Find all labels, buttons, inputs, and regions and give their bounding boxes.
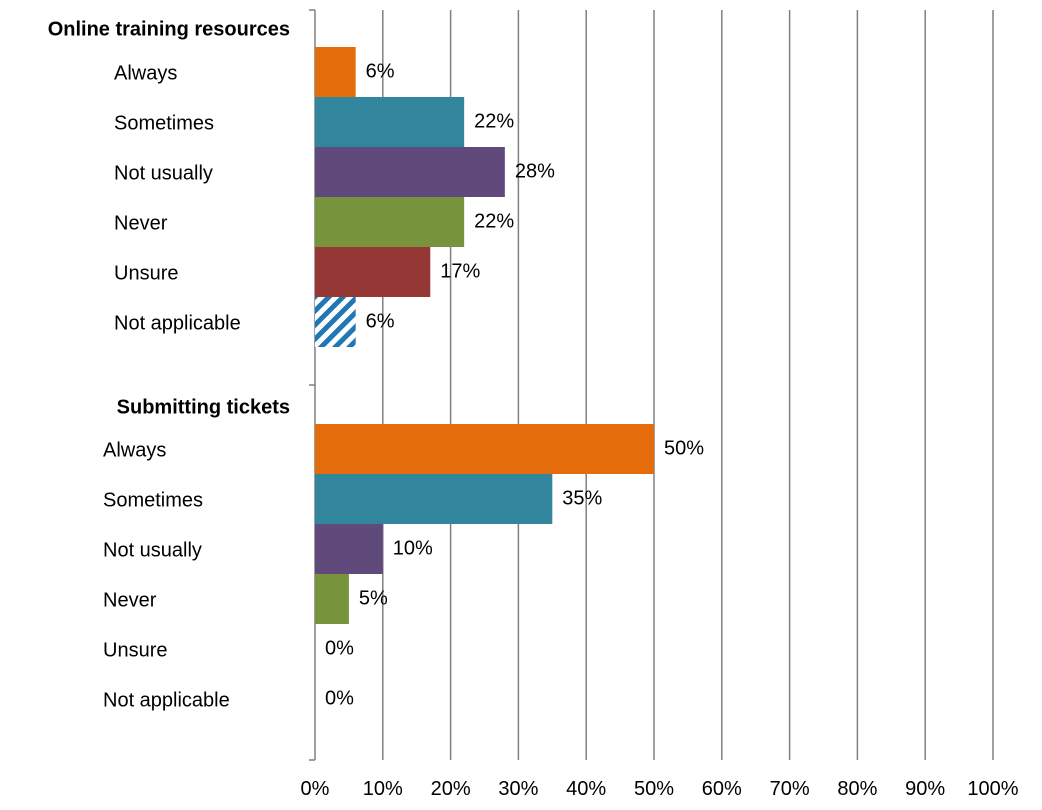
bars <box>315 47 654 624</box>
x-tick-label: 70% <box>770 778 810 800</box>
category-label: Not applicable <box>114 312 241 334</box>
data-label: 5% <box>359 587 388 609</box>
category-label: Not usually <box>114 162 213 184</box>
category-label: Sometimes <box>103 489 203 511</box>
group-title: Online training resources <box>48 18 290 40</box>
bar <box>315 47 356 97</box>
bar <box>315 147 505 197</box>
bar <box>315 297 356 347</box>
data-label: 6% <box>366 60 395 82</box>
x-tick-label: 90% <box>905 778 945 800</box>
x-tick-label: 100% <box>967 778 1018 800</box>
x-tick-label: 0% <box>301 778 330 800</box>
x-tick-label: 60% <box>702 778 742 800</box>
data-label: 17% <box>440 260 480 282</box>
data-label: 6% <box>366 310 395 332</box>
data-label: 10% <box>393 537 433 559</box>
group-title: Submitting tickets <box>117 396 290 418</box>
x-tick-label: 80% <box>837 778 877 800</box>
category-label: Not applicable <box>103 689 230 711</box>
labels: 0% 10% 20% 30% 40% 50% 60% 70% 80% 90% 100% Online … <box>48 18 1019 800</box>
category-label: Always <box>103 439 166 461</box>
bar <box>315 97 465 147</box>
x-tick-label: 30% <box>498 778 538 800</box>
x-tick-label: 50% <box>634 778 674 800</box>
data-label: 22% <box>474 210 514 232</box>
bar <box>315 574 349 624</box>
category-label: Unsure <box>103 639 167 661</box>
bar <box>315 197 465 247</box>
bar <box>315 474 553 524</box>
category-label: Never <box>103 589 157 611</box>
bar <box>315 524 383 574</box>
bar <box>315 247 431 297</box>
category-label: Sometimes <box>114 112 214 134</box>
data-label: 0% <box>325 637 354 659</box>
category-label: Not usually <box>103 539 202 561</box>
category-label: Always <box>114 62 177 84</box>
data-label: 28% <box>515 160 555 182</box>
bar <box>315 424 654 474</box>
data-label: 35% <box>562 487 602 509</box>
category-label: Unsure <box>114 262 178 284</box>
category-label: Never <box>114 212 168 234</box>
x-tick-label: 10% <box>363 778 403 800</box>
data-label: 50% <box>664 437 704 459</box>
x-tick-label: 40% <box>566 778 606 800</box>
x-tick-label: 20% <box>431 778 471 800</box>
data-label: 0% <box>325 687 354 709</box>
data-label: 22% <box>474 110 514 132</box>
